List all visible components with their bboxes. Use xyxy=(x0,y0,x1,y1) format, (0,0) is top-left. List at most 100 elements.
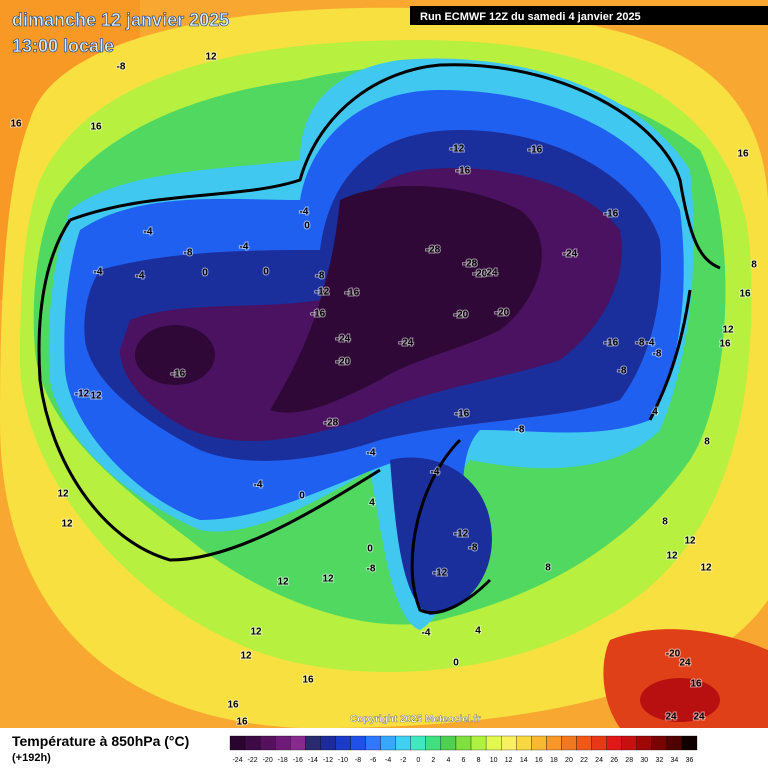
map-value-label: -16 xyxy=(456,166,471,177)
map-value-label: -20 xyxy=(336,357,351,368)
legend-swatch xyxy=(275,735,291,751)
legend-swatch xyxy=(666,735,683,751)
map-value-label: -8 xyxy=(653,349,662,360)
legend-label: 22 xyxy=(580,757,588,764)
legend-swatch xyxy=(621,735,637,751)
legend-label: 6 xyxy=(462,757,466,764)
variable-name: Température à 850hPa (°C) xyxy=(12,733,189,749)
legend-label: 8 xyxy=(477,757,481,764)
map-value-label: -12 xyxy=(433,568,448,579)
map-value-label: -8 xyxy=(636,338,645,349)
map-value-label: -4 xyxy=(94,267,103,278)
legend-label: 28 xyxy=(625,757,633,764)
run-info: Run ECMWF 12Z du samedi 4 janvier 2025 xyxy=(420,11,641,23)
map-value-label: 8 xyxy=(662,517,668,528)
run-box xyxy=(410,6,768,25)
legend-swatch xyxy=(290,735,306,751)
legend-label: 4 xyxy=(446,757,450,764)
map-value-label: 12 xyxy=(61,519,73,530)
legend-label: 36 xyxy=(686,757,694,764)
legend-swatch xyxy=(591,735,607,751)
map-value-label: 16 xyxy=(227,700,239,711)
legend-label: 32 xyxy=(655,757,663,764)
map-labels: -8 12 16 16 -12 -16 -16 16 -4 0 -4 -16 -8 -4 -28 -24 -4 -… xyxy=(9,51,758,729)
legend-label: -22 xyxy=(248,757,258,764)
lead-time: (+192h) xyxy=(12,752,51,764)
map-value-label: 0 xyxy=(202,268,208,279)
map-value-label: 24 xyxy=(486,268,498,279)
map-value-label: -16 xyxy=(455,409,470,420)
map-value-label: 0 xyxy=(453,658,459,669)
map-value-label: -20 xyxy=(666,649,681,660)
map-value-label: -28 xyxy=(324,418,339,429)
legend-swatch xyxy=(516,735,532,751)
map-value-label: -16 xyxy=(345,288,360,299)
map-title: dimanche 12 janvier 2025 xyxy=(12,10,229,30)
map-value-label: 16 xyxy=(236,717,248,728)
map-value-label: -4 xyxy=(144,227,153,238)
color-legend: -24 -22 -20 -18 -16 -14 -12 -10 -8 -6 -4 -2 0 2 4 6 8 10 1… xyxy=(229,735,698,764)
map-value-label: -24 xyxy=(336,334,351,345)
map-value-label: 4 xyxy=(475,626,481,637)
map-value-label: 16 xyxy=(90,122,102,133)
map-value-label: 8 xyxy=(751,260,757,271)
map-value-label: -8 xyxy=(316,271,325,282)
map-value-label: -16 xyxy=(171,369,186,380)
map-value-label: 16 xyxy=(719,339,731,350)
legend-label: 34 xyxy=(671,757,679,764)
legend-label: 20 xyxy=(565,757,573,764)
legend-label: -6 xyxy=(370,757,376,764)
map-value-label: 12 xyxy=(205,52,217,63)
map-value-label: -16 xyxy=(604,338,619,349)
legend-swatch xyxy=(681,735,698,751)
map-value-label: -12 xyxy=(75,389,90,400)
legend-label: -18 xyxy=(278,757,288,764)
map-value-label: 0 xyxy=(304,221,310,232)
map-value-label: 12 xyxy=(322,574,334,585)
map-value-label: 16 xyxy=(690,679,702,690)
legend-swatch xyxy=(395,735,411,751)
legend-label: 0 xyxy=(416,757,420,764)
legend-swatch xyxy=(531,735,547,751)
map-value-label: 12 xyxy=(240,651,252,662)
map-value-label: 12 xyxy=(90,391,102,402)
map-value-label: 12 xyxy=(666,551,678,562)
map-value-label: 16 xyxy=(10,119,22,130)
legend-label: -14 xyxy=(308,757,318,764)
legend-swatch xyxy=(606,735,622,751)
legend-label: 26 xyxy=(610,757,618,764)
temperature-field xyxy=(0,0,768,728)
legend-swatch xyxy=(259,735,276,751)
map-value-label: -20 xyxy=(454,310,469,321)
legend-swatch xyxy=(410,735,426,751)
legend-label: -16 xyxy=(293,757,303,764)
map-value-label: -4 xyxy=(422,628,431,639)
map-value-label: -16 xyxy=(604,209,619,220)
legend-label: -2 xyxy=(400,757,406,764)
map-value-label: 12 xyxy=(700,563,712,574)
legend-label: 30 xyxy=(640,757,648,764)
legend-label: -10 xyxy=(338,757,348,764)
legend-label: -12 xyxy=(323,757,333,764)
map-value-label: 8 xyxy=(704,437,710,448)
map-value-label: -8 xyxy=(367,564,376,575)
map-value-label: -16 xyxy=(528,145,543,156)
legend-swatch xyxy=(305,735,321,751)
map-value-label: -24 xyxy=(399,338,414,349)
map-value-label: -4 xyxy=(367,448,376,459)
map-value-label: -20 xyxy=(495,308,510,319)
map-value-label: -4 xyxy=(300,207,309,218)
legend-label: -20 xyxy=(263,757,273,764)
map-value-label: 16 xyxy=(737,149,749,160)
map-value-label: -12 xyxy=(315,287,330,298)
legend-swatch xyxy=(455,735,472,751)
map-value-label: -24 xyxy=(563,249,578,260)
map-value-label: 0 xyxy=(263,267,269,278)
legend-swatch xyxy=(636,735,652,751)
map-value-label: 24 xyxy=(665,712,677,723)
map-value-label: -8 xyxy=(117,62,126,73)
legend-swatch xyxy=(350,735,366,751)
map-value-label: -16 xyxy=(311,309,326,320)
